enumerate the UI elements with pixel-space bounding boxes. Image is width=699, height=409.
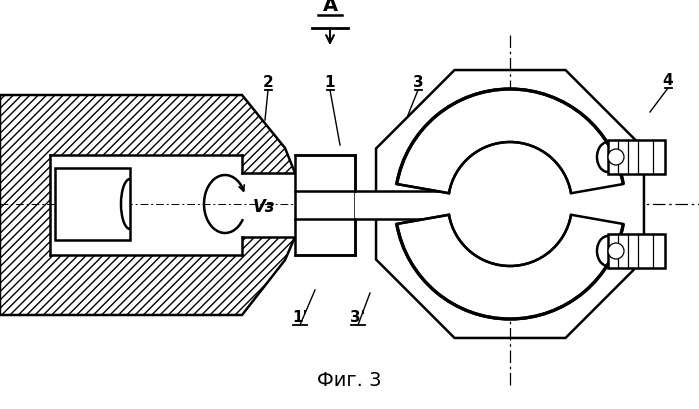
Bar xyxy=(608,140,665,174)
Text: 2: 2 xyxy=(263,75,273,90)
Bar xyxy=(295,155,355,255)
Text: 4: 4 xyxy=(663,73,673,88)
Polygon shape xyxy=(50,155,242,173)
Text: A: A xyxy=(322,0,338,15)
Polygon shape xyxy=(376,70,644,338)
Polygon shape xyxy=(50,237,242,255)
Text: Vз: Vз xyxy=(253,198,275,216)
Text: 1': 1' xyxy=(292,310,308,325)
Polygon shape xyxy=(50,173,295,237)
Bar xyxy=(455,165,495,245)
Polygon shape xyxy=(397,215,624,319)
Bar xyxy=(55,168,130,240)
Text: 1: 1 xyxy=(325,75,336,90)
Text: 3': 3' xyxy=(350,310,366,325)
Circle shape xyxy=(448,142,572,266)
Text: 3: 3 xyxy=(412,75,424,90)
Bar xyxy=(355,191,495,219)
Text: Фиг. 3: Фиг. 3 xyxy=(317,371,381,390)
Circle shape xyxy=(608,149,624,165)
Polygon shape xyxy=(0,95,295,315)
Bar xyxy=(608,234,665,268)
Circle shape xyxy=(608,243,624,259)
Polygon shape xyxy=(397,89,624,193)
